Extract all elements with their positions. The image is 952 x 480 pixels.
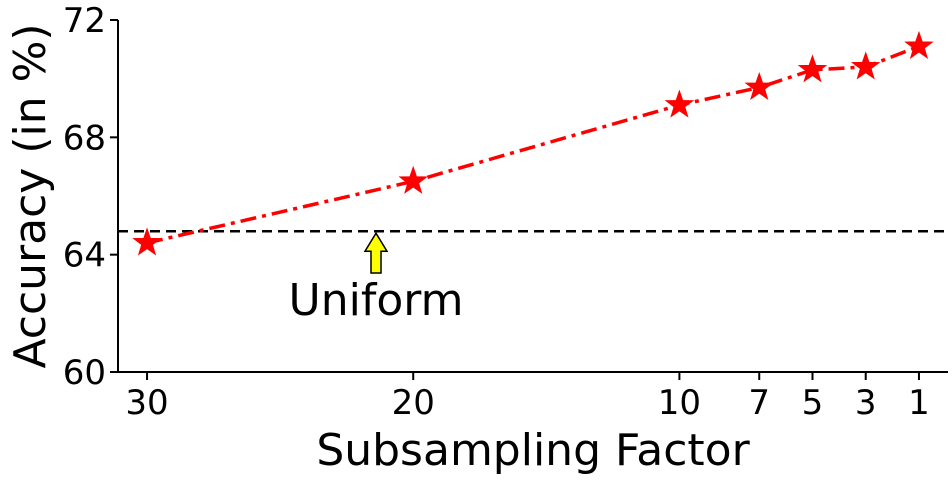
- data-point-star: [664, 89, 695, 118]
- uniform-annotation-arrow: [363, 231, 389, 274]
- x-tick-label: 3: [855, 383, 877, 423]
- data-point-star: [797, 54, 828, 83]
- data-point-star: [904, 30, 934, 59]
- y-tick-label: 68: [63, 118, 106, 158]
- axes: [117, 20, 948, 373]
- y-tick-label: 72: [63, 1, 106, 41]
- data-point-star: [850, 51, 881, 80]
- y-tick-label: 60: [63, 353, 106, 393]
- data-point-star: [132, 227, 162, 256]
- y-tick-label: 64: [63, 236, 106, 276]
- series-group: [132, 30, 934, 256]
- x-tick-label: 5: [802, 383, 824, 423]
- ticks-group: 60 64 68 72 30 20 10 7 5 3 1: [63, 1, 930, 423]
- x-tick-label: 7: [748, 383, 770, 423]
- x-tick-label: 30: [125, 383, 168, 423]
- reference-line-group: [118, 229, 948, 274]
- uniform-annotation-label: Uniform: [289, 275, 464, 326]
- data-point-star: [744, 71, 775, 101]
- x-tick-label: 20: [392, 383, 435, 423]
- series-line: [146, 44, 920, 245]
- y-axis-title: Accuracy (in %): [5, 23, 56, 368]
- x-axis-title: Subsampling Factor: [316, 425, 750, 476]
- data-point-star: [398, 165, 428, 194]
- x-tick-label: 1: [908, 383, 930, 423]
- x-tick-label: 10: [658, 383, 701, 423]
